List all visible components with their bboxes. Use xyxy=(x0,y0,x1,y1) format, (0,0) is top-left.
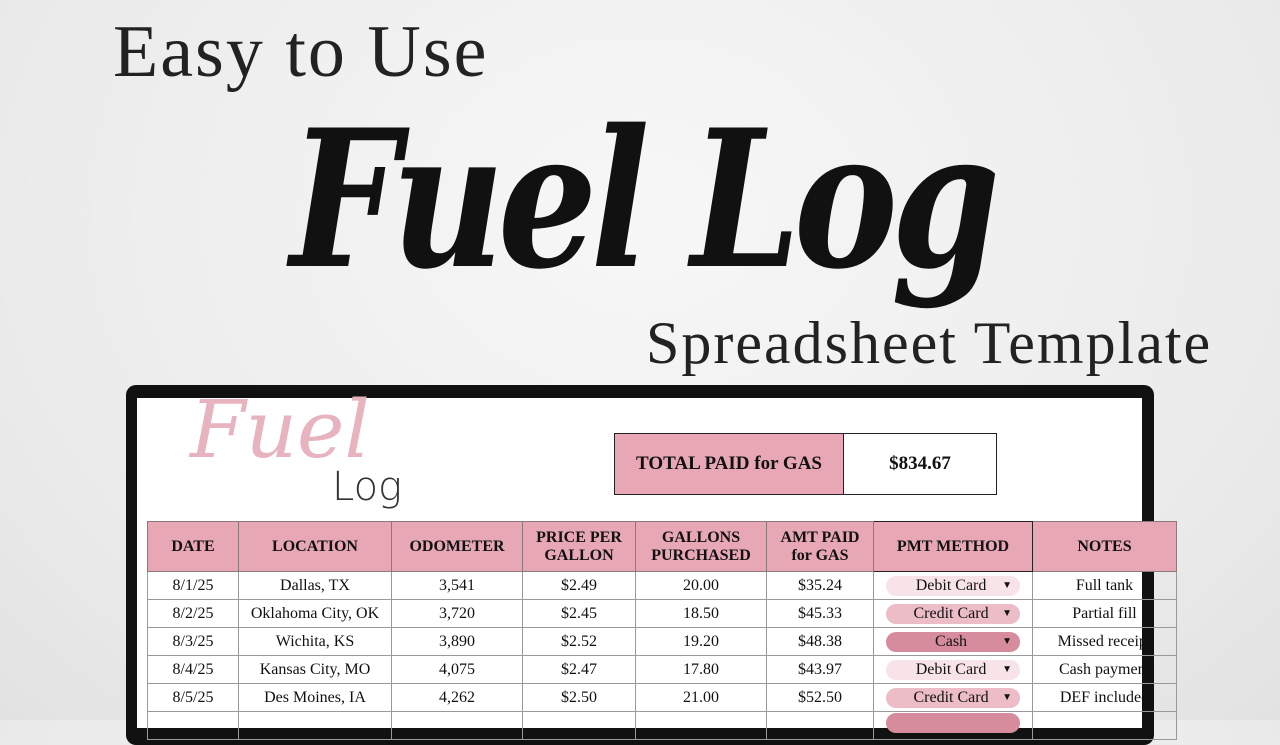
cell[interactable] xyxy=(635,711,767,740)
table-row xyxy=(147,711,1177,740)
column-header: LOCATION xyxy=(238,521,392,572)
column-header: GALLONS PURCHASED xyxy=(635,521,767,572)
table-row: 8/1/25 Dallas, TX 3,541 $2.49 20.00 $35.24 Deb… xyxy=(147,571,1177,600)
cell[interactable]: Credit Card ▼ xyxy=(873,683,1033,712)
cell[interactable]: Cash ▼ xyxy=(873,627,1033,656)
cell[interactable]: Oklahoma City, OK xyxy=(238,599,392,628)
cell[interactable]: Dallas, TX xyxy=(238,571,392,600)
payment-method-value: Debit Card xyxy=(915,576,987,594)
column-header: AMT PAID for GAS xyxy=(766,521,874,572)
cell[interactable]: 8/3/25 xyxy=(147,627,239,656)
payment-method-dropdown[interactable]: Debit Card ▼ xyxy=(886,575,1020,596)
cell[interactable]: $35.24 xyxy=(766,571,874,600)
cell[interactable]: $43.97 xyxy=(766,655,874,684)
cell[interactable]: 4,075 xyxy=(391,655,523,684)
payment-method-value: Credit Card xyxy=(913,604,989,622)
cell[interactable]: 21.00 xyxy=(635,683,767,712)
column-header: NOTES xyxy=(1032,521,1177,572)
total-paid-label: TOTAL PAID for GAS xyxy=(615,434,844,494)
cell[interactable]: $52.50 xyxy=(766,683,874,712)
headline-easy-to-use: Easy to Use xyxy=(113,11,489,93)
cell[interactable]: Cash payment xyxy=(1032,655,1177,684)
payment-method-dropdown[interactable]: Credit Card ▼ xyxy=(886,687,1020,708)
cell[interactable] xyxy=(238,711,392,740)
logo-script: Fuel xyxy=(190,383,370,476)
total-paid-box: TOTAL PAID for GAS $834.67 xyxy=(614,433,997,495)
table-row: 8/2/25 Oklahoma City, OK 3,720 $2.45 18.50 $4… xyxy=(147,599,1177,628)
table-row: 8/3/25 Wichita, KS 3,890 $2.52 19.20 $48.38 Ca… xyxy=(147,627,1177,656)
cell[interactable]: Des Moines, IA xyxy=(238,683,392,712)
cell[interactable]: 8/5/25 xyxy=(147,683,239,712)
table-row: 8/4/25 Kansas City, MO 4,075 $2.47 17.80 $43.… xyxy=(147,655,1177,684)
table-row: 8/5/25 Des Moines, IA 4,262 $2.50 21.00 $52.5… xyxy=(147,683,1177,712)
headline-spreadsheet-template: Spreadsheet Template xyxy=(646,310,1213,376)
fuel-log-table: DATE LOCATION ODOMETER PRICE PER GALLON GALL… xyxy=(147,521,1177,740)
cell[interactable]: $2.50 xyxy=(522,683,636,712)
payment-method-dropdown[interactable] xyxy=(886,713,1020,733)
cell[interactable]: 3,720 xyxy=(391,599,523,628)
payment-method-value: Credit Card xyxy=(913,688,989,706)
cell[interactable]: 3,541 xyxy=(391,571,523,600)
cell[interactable]: 17.80 xyxy=(635,655,767,684)
payment-method-dropdown[interactable]: Cash ▼ xyxy=(886,631,1020,652)
cell[interactable]: $2.52 xyxy=(522,627,636,656)
cell[interactable]: Wichita, KS xyxy=(238,627,392,656)
cell[interactable]: Debit Card ▼ xyxy=(873,655,1033,684)
cell[interactable]: Full tank xyxy=(1032,571,1177,600)
cell[interactable]: DEF included xyxy=(1032,683,1177,712)
payment-method-value: Debit Card xyxy=(915,660,987,678)
payment-method-dropdown[interactable]: Credit Card ▼ xyxy=(886,603,1020,624)
column-header: PMT METHOD xyxy=(873,521,1033,572)
caret-down-icon[interactable]: ▼ xyxy=(1002,608,1012,619)
cell[interactable]: $2.45 xyxy=(522,599,636,628)
cell[interactable]: Debit Card ▼ xyxy=(873,571,1033,600)
cell[interactable]: $2.49 xyxy=(522,571,636,600)
total-paid-value: $834.67 xyxy=(889,453,951,474)
cell[interactable] xyxy=(147,711,239,740)
cell[interactable]: 4,262 xyxy=(391,683,523,712)
cell[interactable]: 8/1/25 xyxy=(147,571,239,600)
caret-down-icon[interactable]: ▼ xyxy=(1002,580,1012,591)
cell[interactable]: $48.38 xyxy=(766,627,874,656)
cell[interactable]: $2.47 xyxy=(522,655,636,684)
cell[interactable] xyxy=(391,711,523,740)
cell[interactable]: Partial fill xyxy=(1032,599,1177,628)
cell[interactable] xyxy=(766,711,874,740)
cell[interactable]: Missed receipt xyxy=(1032,627,1177,656)
cell[interactable]: Kansas City, MO xyxy=(238,655,392,684)
cell[interactable]: $45.33 xyxy=(766,599,874,628)
cell[interactable]: 8/2/25 xyxy=(147,599,239,628)
cell[interactable] xyxy=(873,711,1033,740)
headline-fuel-log: Fuel Log xyxy=(290,88,1000,311)
column-header: DATE xyxy=(147,521,239,572)
cell[interactable]: 8/4/25 xyxy=(147,655,239,684)
cell[interactable]: 18.50 xyxy=(635,599,767,628)
payment-method-value: Cash xyxy=(935,632,968,650)
column-header: PRICE PER GALLON xyxy=(522,521,636,572)
caret-down-icon[interactable]: ▼ xyxy=(1002,692,1012,703)
cell[interactable] xyxy=(522,711,636,740)
cell[interactable]: Credit Card ▼ xyxy=(873,599,1033,628)
caret-down-icon[interactable]: ▼ xyxy=(1002,636,1012,647)
logo-word: Log xyxy=(332,464,403,510)
cell[interactable]: 20.00 xyxy=(635,571,767,600)
column-header: ODOMETER xyxy=(391,521,523,572)
payment-method-dropdown[interactable]: Debit Card ▼ xyxy=(886,659,1020,680)
header-row: DATE LOCATION ODOMETER PRICE PER GALLON GALL… xyxy=(147,521,1177,572)
cell[interactable]: 19.20 xyxy=(635,627,767,656)
cell[interactable]: 3,890 xyxy=(391,627,523,656)
caret-down-icon[interactable]: ▼ xyxy=(1002,664,1012,675)
cell[interactable] xyxy=(1032,711,1177,740)
